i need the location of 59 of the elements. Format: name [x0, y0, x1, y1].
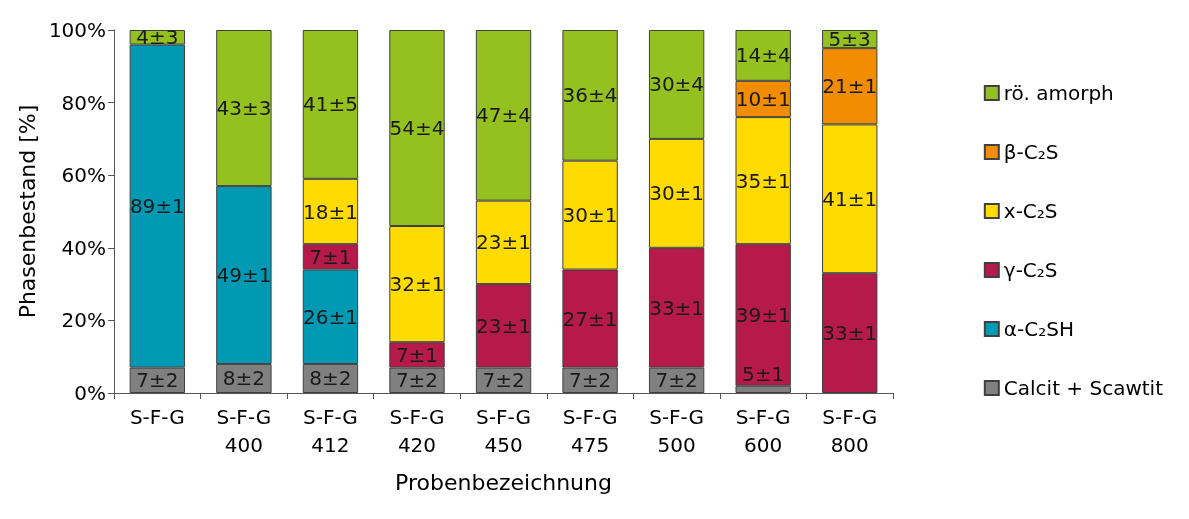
annotation: 5±1 [742, 361, 785, 386]
data-label: 7±1 [395, 342, 439, 367]
data-label: 23±1 [476, 230, 532, 255]
data-label: 32±1 [389, 272, 445, 297]
data-label: 89±1 [129, 194, 185, 219]
x-tick-label: S-F-G 420 [389, 405, 445, 457]
data-label: 7±2 [136, 368, 179, 393]
legend-label: Calcit + Scawtit [1003, 376, 1164, 400]
legend-label: x-C₂S [1003, 199, 1058, 223]
data-label: 30±1 [649, 181, 705, 206]
data-label: 14±4 [735, 43, 791, 68]
data-label: 41±1 [822, 186, 878, 211]
data-label: 5±3 [828, 27, 871, 52]
data-label: 7±2 [568, 368, 612, 393]
y-tick-label: 0% [74, 381, 107, 405]
data-label: 33±1 [649, 295, 705, 320]
x-tick-label: S-F-G 475 [562, 405, 618, 457]
data-label: 26±1 [302, 304, 358, 329]
legend-label: rö. amorph [1003, 81, 1114, 105]
data-label: 23±1 [476, 313, 532, 338]
data-label: 21±1 [822, 74, 878, 99]
data-label: 8±2 [309, 366, 352, 391]
data-label: 4±3 [136, 25, 179, 50]
legend-label: α-C₂SH [1003, 317, 1074, 341]
data-label: 7±2 [482, 368, 525, 393]
data-label: 43±3 [216, 96, 272, 121]
data-label: 33±1 [822, 321, 878, 346]
data-label: 36±4 [562, 83, 618, 108]
data-label: 49±1 [216, 263, 272, 288]
data-label: 39±1 [735, 302, 791, 327]
legend-label: γ-C₂S [1003, 258, 1058, 282]
data-label: 7±1 [309, 244, 352, 269]
data-label: 27±1 [562, 306, 618, 331]
x-axis-title: Probenbezeichnung [395, 469, 612, 495]
x-tick-label: S-F-G 412 [303, 405, 358, 457]
data-label: 54±4 [389, 116, 445, 141]
data-label: 47±4 [476, 103, 532, 128]
y-tick-label: 40% [61, 235, 107, 260]
data-label: 41±5 [302, 92, 358, 117]
legend-label: β-C₂S [1003, 140, 1059, 164]
data-label: 30±4 [649, 72, 705, 97]
y-tick-label: 100% [48, 18, 107, 42]
y-tick-label: 60% [61, 163, 107, 188]
x-tick-label: S-F-G 500 [649, 405, 705, 457]
data-label: 10±1 [735, 86, 791, 111]
x-tick-label: S-F-G 450 [476, 405, 531, 457]
data-label: 7±2 [655, 368, 698, 393]
y-axis-title: Phasenbestand [%] [14, 104, 40, 319]
data-label: 35±1 [735, 168, 791, 193]
x-tick-label: S-F-G 800 [822, 405, 878, 457]
data-label: 7±2 [395, 368, 439, 393]
x-tick-label: S-F-G [129, 405, 185, 429]
x-tick-label: S-F-G 400 [216, 405, 272, 457]
y-tick-label: 20% [61, 308, 107, 333]
data-label: 18±1 [302, 199, 358, 224]
x-tick-label: S-F-G 600 [735, 405, 791, 457]
y-tick-label: 80% [61, 90, 107, 115]
data-label: 30±1 [562, 203, 618, 228]
data-label: 8±2 [222, 366, 266, 391]
